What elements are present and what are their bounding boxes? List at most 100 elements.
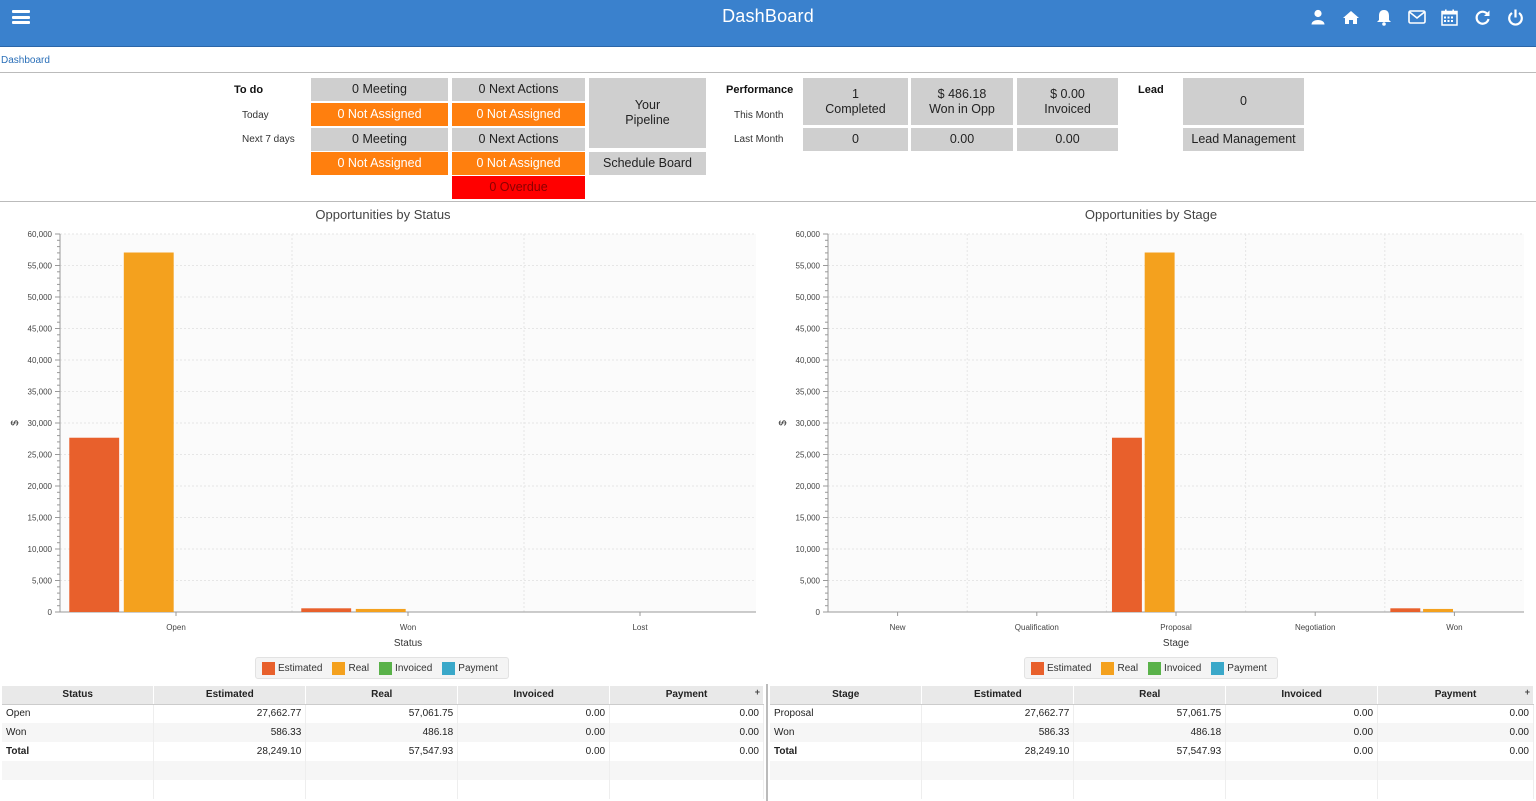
last-month-invoiced-tile[interactable]: 0.00 [1017,128,1118,151]
next-actions-tile[interactable]: 0 Next Actions [452,128,585,151]
x-tick-label: Proposal [1160,623,1192,632]
page-title: DashBoard [722,6,814,26]
next-7-days-label: Next 7 days [242,134,295,145]
legend-estimated-label: Estimated [1047,662,1092,674]
y-tick-label: 60,000 [28,230,53,239]
breadcrumb[interactable]: Dashboard [1,55,50,66]
y-tick-label: 50,000 [796,293,821,302]
cell: 57,547.93 [305,742,459,761]
next-meeting-not-assigned-tile[interactable]: 0 Not Assigned [311,152,448,175]
column-menu-icon[interactable]: + [754,687,760,697]
hamburger-menu-icon[interactable] [12,10,30,24]
invoiced-tile[interactable]: $ 0.00 Invoiced [1017,78,1118,125]
pipeline-line-2: Pipeline [625,113,670,127]
bar-real [1423,608,1454,612]
cell: 27,662.77 [921,704,1075,723]
summary-panel: To do Today Next 7 days 0 Meeting 0 Not … [0,72,1536,202]
power-icon[interactable] [1503,6,1528,28]
cell: 57,061.75 [305,704,459,723]
won-label: Won in Opp [929,101,995,116]
y-axis-label: $ [10,420,21,426]
lead-count-tile[interactable]: 0 [1183,78,1304,125]
today-meeting-tile[interactable]: 0 Meeting [311,78,448,101]
legend-real: Real [332,661,369,675]
cell: 57,547.93 [1073,742,1227,761]
lead-management-button[interactable]: Lead Management [1183,128,1304,151]
won-amount: $ 486.18 [937,86,987,101]
bell-icon[interactable] [1371,6,1396,28]
y-tick-label: 35,000 [796,388,821,397]
table-row[interactable]: Proposal 27,662.77 57,061.75 0.00 0.00 [770,704,1534,723]
envelope-icon[interactable] [1404,6,1429,28]
column-menu-icon[interactable]: + [1524,687,1530,697]
cell: Total [2,742,155,761]
next-meeting-tile[interactable]: 0 Meeting [311,128,448,151]
col-header-payment[interactable]: Payment + [609,686,764,705]
legend-invoiced: Invoiced [379,661,432,675]
empty-row [2,780,764,799]
bar-estimated [1390,608,1421,612]
next-actions-not-assigned-tile[interactable]: 0 Not Assigned [452,152,585,175]
last-month-label: Last Month [734,134,784,145]
today-actions-not-assigned-tile[interactable]: 0 Not Assigned [452,103,585,126]
cell: Total [770,742,923,761]
col-header-invoiced[interactable]: Invoiced [457,686,611,705]
legend-real-label: Real [1117,662,1139,674]
last-month-won-tile[interactable]: 0.00 [911,128,1013,151]
col-header-real[interactable]: Real [1073,686,1227,705]
completed-tile[interactable]: 1 Completed [803,78,908,125]
header-toolbar [1305,6,1528,28]
cell: 0.00 [609,704,764,723]
table-row[interactable]: Won 586.33 486.18 0.00 0.00 [2,723,764,742]
col-header-payment[interactable]: Payment + [1377,686,1534,705]
home-icon[interactable] [1338,6,1363,28]
user-icon[interactable] [1305,6,1330,28]
legend-payment-swatch [1211,661,1225,675]
y-tick-label: 30,000 [28,419,53,428]
status-chart-legend: Estimated Real Invoiced Payment [255,657,509,679]
stage-chart: 0 5,000 10,000 15,000 20,000 25,000 30,000 35,0… [778,230,1524,649]
bar-estimated [301,608,352,612]
col-header-stage[interactable]: Stage [770,686,923,705]
col-header-estimated[interactable]: Estimated [921,686,1075,705]
table-row[interactable]: Won 586.33 486.18 0.00 0.00 [770,723,1534,742]
col-header-estimated[interactable]: Estimated [153,686,307,705]
y-tick-label: 5,000 [800,577,821,586]
table-total-row[interactable]: Total 28,249.10 57,547.93 0.00 0.00 [770,742,1534,761]
today-next-actions-tile[interactable]: 0 Next Actions [452,78,585,101]
col-header-real[interactable]: Real [305,686,459,705]
col-header-status[interactable]: Status [2,686,155,705]
lead-title: Lead [1138,84,1164,96]
refresh-icon[interactable] [1470,6,1495,28]
y-tick-label: 40,000 [796,356,821,365]
your-pipeline-button[interactable]: Your Pipeline [589,78,706,148]
col-header-payment-label: Payment [1434,689,1477,701]
calendar-icon[interactable] [1437,6,1462,28]
cell: 0.00 [457,742,611,761]
stage-chart-legend: Estimated Real Invoiced Payment [1024,657,1278,679]
bar-real [1144,252,1175,612]
cell: 57,061.75 [1073,704,1227,723]
table-divider[interactable] [766,684,768,801]
overdue-tile[interactable]: 0 Overdue [452,176,585,199]
empty-row [770,761,1534,780]
legend-real: Real [1101,661,1139,675]
legend-estimated-swatch [262,661,275,675]
last-month-completed-tile[interactable]: 0 [803,128,908,151]
x-tick-label: New [890,623,906,632]
x-tick-label: Open [166,623,186,632]
status-table: Status Estimated Real Invoiced Payment + … [2,686,764,799]
y-tick-label: 60,000 [796,230,821,239]
schedule-board-button[interactable]: Schedule Board [589,152,706,175]
performance-title: Performance [726,84,794,96]
y-tick-label: 15,000 [796,514,821,523]
table-row[interactable]: Open 27,662.77 57,061.75 0.00 0.00 [2,704,764,723]
col-header-invoiced[interactable]: Invoiced [1225,686,1379,705]
table-total-row[interactable]: Total 28,249.10 57,547.93 0.00 0.00 [2,742,764,761]
won-in-opp-tile[interactable]: $ 486.18 Won in Opp [911,78,1013,125]
cell: 0.00 [1377,723,1534,742]
cell: Open [2,704,155,723]
completed-count: 1 [852,86,859,101]
invoiced-amount: $ 0.00 [1050,86,1085,101]
today-meeting-not-assigned-tile[interactable]: 0 Not Assigned [311,103,448,126]
